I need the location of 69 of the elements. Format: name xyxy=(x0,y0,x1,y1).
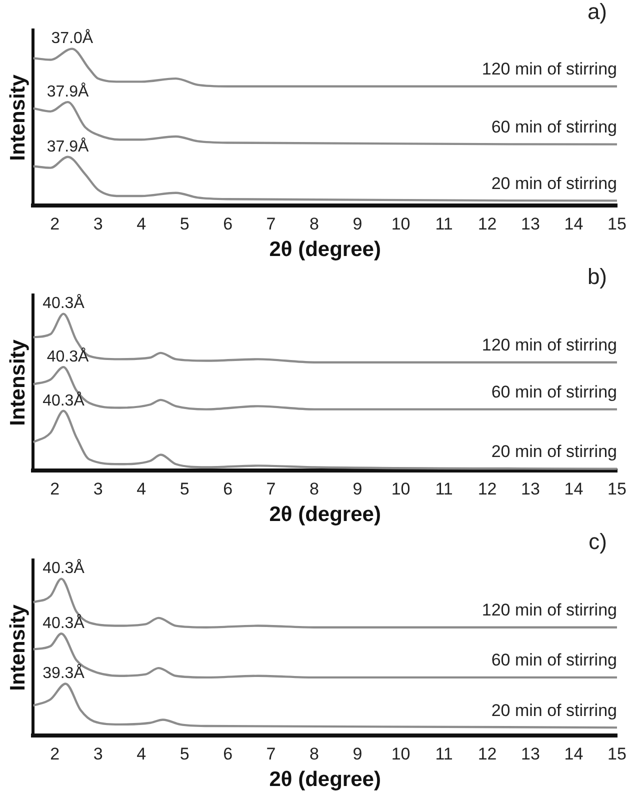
x-tick-label: 7 xyxy=(266,479,276,498)
x-tick-label: 7 xyxy=(266,214,276,234)
series-label: 120 min of stirring xyxy=(482,600,617,620)
annotation: 40.3Å xyxy=(42,294,85,312)
series-label: 60 min of stirring xyxy=(491,382,617,402)
x-tick-label: 9 xyxy=(352,744,362,764)
x-axis-title: 2θ (degree) xyxy=(269,503,381,526)
x-tick-label: 2 xyxy=(50,744,60,764)
x-tick-label: 4 xyxy=(136,479,146,498)
x-tick-label: 3 xyxy=(93,744,103,764)
x-tick-label: 9 xyxy=(352,479,362,498)
x-tick-label: 5 xyxy=(180,479,190,498)
x-tick-label: 14 xyxy=(564,744,584,764)
x-tick-label: 12 xyxy=(478,214,497,234)
annotation: 40.3Å xyxy=(42,614,85,632)
x-tick-label: 11 xyxy=(435,214,453,234)
x-tick-label: 11 xyxy=(435,744,453,764)
x-tick-label: 6 xyxy=(223,214,233,234)
x-tick-label: 15 xyxy=(608,214,626,234)
x-tick-label: 11 xyxy=(435,479,453,498)
x-tick-label: 4 xyxy=(136,214,146,234)
x-tick-label: 4 xyxy=(136,744,146,764)
x-axis-title: 2θ (degree) xyxy=(269,238,381,262)
series-label: 20 min of stirring xyxy=(491,442,617,462)
x-tick-label: 13 xyxy=(521,744,540,764)
annotation: 37.9Å xyxy=(46,137,90,156)
y-axis-title: Intensity xyxy=(6,604,30,691)
x-tick-label: 6 xyxy=(223,479,233,498)
x-tick-label: 14 xyxy=(564,214,584,234)
x-tick-label: 10 xyxy=(391,479,410,498)
series-label: 20 min of stirring xyxy=(491,174,617,193)
series-label: 120 min of stirring xyxy=(482,336,617,355)
x-tick-label: 10 xyxy=(391,214,410,234)
x-tick-label: 10 xyxy=(391,744,410,764)
annotation: 37.0Å xyxy=(51,29,94,48)
x-tick-label: 12 xyxy=(478,479,497,498)
x-tick-label: 2 xyxy=(50,214,60,234)
annotation: 40.3Å xyxy=(46,347,90,366)
text: b) xyxy=(587,264,607,290)
x-tick-label: 7 xyxy=(266,744,276,764)
x-tick-label: 3 xyxy=(93,214,103,234)
annotation: 37.9Å xyxy=(46,82,90,100)
series-label: 20 min of stirring xyxy=(491,700,617,720)
x-tick-label: 6 xyxy=(223,744,233,764)
text: c) xyxy=(588,529,607,554)
x-axis-title: 2θ (degree) xyxy=(269,768,381,792)
x-tick-label: 15 xyxy=(608,744,626,764)
series-label: 60 min of stirring xyxy=(491,118,617,137)
x-tick-label: 8 xyxy=(310,479,320,498)
x-tick-label: 9 xyxy=(352,214,362,234)
x-tick-label: 5 xyxy=(180,214,190,234)
x-tick-label: 13 xyxy=(521,214,540,234)
annotation: 40.3Å xyxy=(42,391,85,410)
x-tick-label: 14 xyxy=(564,479,584,498)
x-tick-label: 8 xyxy=(310,744,320,764)
x-tick-label: 8 xyxy=(310,214,320,234)
series-label: 60 min of stirring xyxy=(491,650,617,670)
x-tick-label: 15 xyxy=(608,479,626,498)
annotation: 40.3Å xyxy=(42,559,85,578)
x-tick-label: 13 xyxy=(521,479,540,498)
y-axis-title: Intensity xyxy=(6,74,30,161)
x-tick-label: 3 xyxy=(93,479,103,498)
x-tick-label: 5 xyxy=(180,744,190,764)
y-axis-title: Intensity xyxy=(6,339,30,426)
series-label: 120 min of stirring xyxy=(482,60,617,79)
x-tick-label: 2 xyxy=(50,479,60,498)
annotation: 39.3Å xyxy=(42,664,85,682)
x-tick-label: 12 xyxy=(478,744,497,764)
text: a) xyxy=(587,0,607,24)
